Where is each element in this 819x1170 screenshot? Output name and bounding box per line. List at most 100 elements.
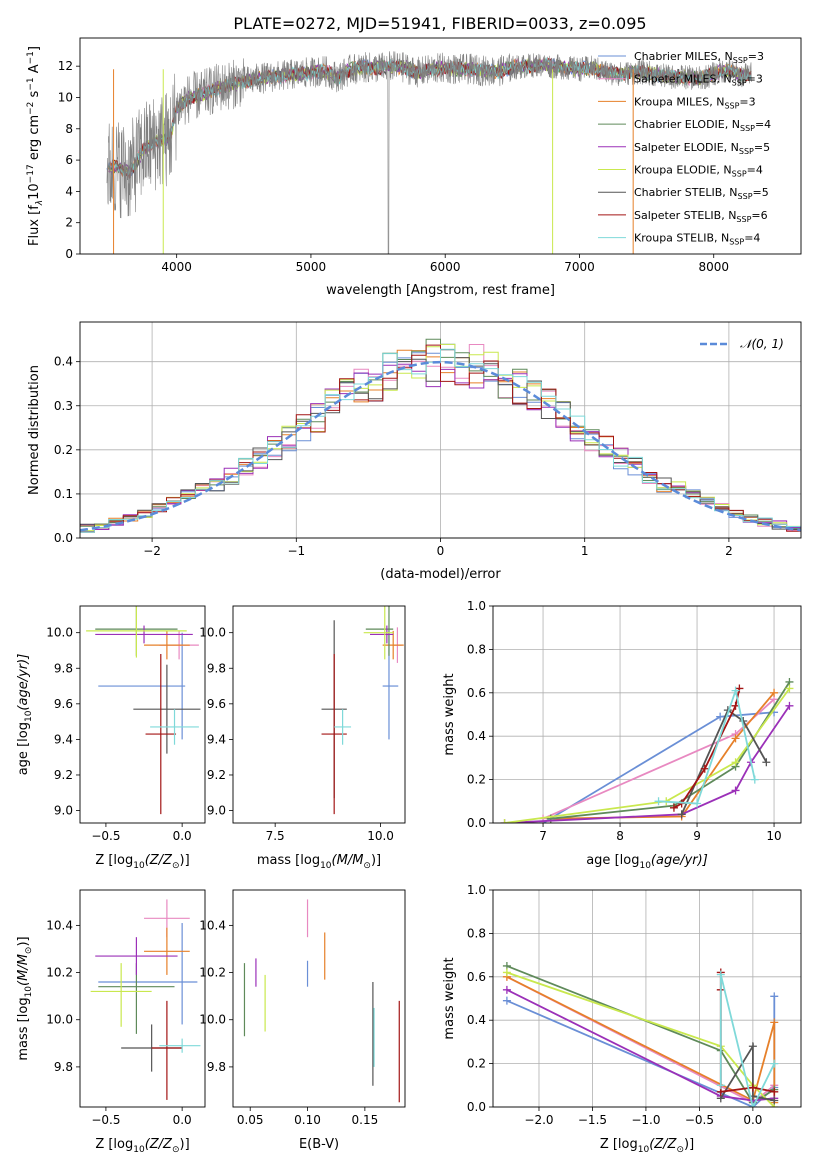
errorbar-point bbox=[370, 625, 394, 644]
x-axis-label-sub: 10 bbox=[133, 861, 145, 871]
x-axis-label-tail: (Z/Z bbox=[649, 1137, 677, 1152]
age-vs-mass-panel: 7.5 10.0 9.0 9.2 9.4 9.6 9.8 10.0 mass [log10(M/… bbox=[199, 605, 406, 871]
errorbar-point bbox=[144, 630, 190, 660]
y-tick-label: 0.2 bbox=[54, 443, 73, 457]
legend-entry: Salpeter MILES, NSSP=3 bbox=[634, 73, 763, 88]
y-tick-label: 9.8 bbox=[207, 1060, 226, 1074]
errorbar-point bbox=[98, 963, 175, 1034]
y-tick-label: 0.0 bbox=[467, 1100, 486, 1114]
weight-point-marker bbox=[716, 712, 725, 721]
x-tick-label: −0.5 bbox=[685, 1113, 714, 1127]
weight-point-marker bbox=[654, 797, 663, 806]
x-tick-label: 7000 bbox=[564, 260, 595, 274]
axes-frame bbox=[79, 605, 206, 824]
y-tick-label: 10.0 bbox=[46, 626, 73, 640]
x-axis-label-tail: (age/yr)] bbox=[651, 853, 708, 868]
y-tick-label: 9.8 bbox=[207, 661, 226, 675]
y-axis-label-part: −1 bbox=[26, 51, 36, 64]
weight-series bbox=[677, 706, 771, 819]
axes-frame bbox=[79, 321, 802, 539]
y-tick-label: 9.2 bbox=[207, 768, 226, 782]
weight-point-marker bbox=[770, 1087, 779, 1096]
legend-entry-sub: SSP bbox=[739, 147, 754, 156]
y-axis-label-part: −17 bbox=[26, 164, 36, 183]
y-tick-label: 0.2 bbox=[467, 1057, 486, 1071]
x-tick-label: 6000 bbox=[430, 260, 461, 274]
weight-point-marker bbox=[731, 734, 740, 743]
axes-frame bbox=[492, 889, 802, 1108]
weight-series-line bbox=[506, 975, 775, 1104]
x-axis-label-end: )] bbox=[180, 853, 190, 868]
y-tick-label: 10.0 bbox=[199, 1013, 226, 1027]
x-tick-label: 4000 bbox=[161, 260, 192, 274]
weight-series-line bbox=[719, 974, 776, 1107]
x-tick-label: 0.10 bbox=[294, 1113, 321, 1127]
legend-entry-sub: SSP bbox=[733, 56, 748, 65]
y-tick-label: 0.3 bbox=[54, 399, 73, 413]
weight-series-line bbox=[506, 988, 775, 1102]
weight-point-marker bbox=[731, 686, 740, 695]
x-tick-label: −2 bbox=[143, 544, 161, 558]
y-tick-label: 10.4 bbox=[199, 918, 226, 932]
y-tick-label: 0.4 bbox=[54, 355, 73, 369]
legend-entry-label: Chabrier MILES, N bbox=[634, 50, 733, 63]
residuals-histogram-panel: −2 −1 0 1 2 0.0 0.1 0.2 0.3 0.4 (data-model)/error… bbox=[27, 321, 802, 582]
legend-entry: Kroupa STELIB, NSSP=4 bbox=[634, 232, 760, 247]
errorbar-point bbox=[98, 632, 186, 740]
errorbar-point bbox=[334, 709, 352, 745]
y-tick-label: 0.8 bbox=[467, 642, 486, 656]
x-axis-label-main: age [log bbox=[586, 853, 639, 868]
weight-point-marker bbox=[731, 786, 740, 795]
y-tick-label: 0.2 bbox=[467, 773, 486, 787]
weight-series-line bbox=[719, 972, 775, 1093]
x-axis-label: age [log10(age/yr)] bbox=[586, 853, 708, 871]
y-tick-label: 0.8 bbox=[467, 926, 486, 940]
y-tick-label: 10.4 bbox=[46, 918, 73, 932]
errorbar-point bbox=[144, 927, 190, 975]
y-axis-label-part: 10 bbox=[27, 183, 42, 200]
weight-series bbox=[502, 961, 779, 1107]
weight-point-marker bbox=[502, 968, 511, 977]
y-axis-label-part: −2 bbox=[26, 102, 36, 115]
mass-vs-ebv-panel: 0.05 0.10 0.15 9.8 10.0 10.2 10.4 E(B-V) bbox=[199, 889, 406, 1152]
y-tick-label: 9.6 bbox=[54, 697, 73, 711]
weight-point-marker bbox=[731, 758, 740, 767]
y-tick-label: 12 bbox=[58, 59, 73, 73]
weight-vs-metallicity-panel: −2.0 −1.5 −1.0 −0.5 0.0 0.0 0.2 0.4 0.6 0.8 1.0 mas… bbox=[442, 883, 802, 1155]
weight-point-marker bbox=[502, 996, 511, 1005]
weight-series bbox=[654, 686, 759, 808]
legend-entry-sub: SSP bbox=[732, 79, 747, 88]
x-tick-label: 2 bbox=[725, 544, 733, 558]
weight-series-line bbox=[506, 975, 776, 1103]
y-tick-label: 10.0 bbox=[199, 626, 226, 640]
x-axis-label-main: Z [log bbox=[95, 853, 133, 868]
legend-entry-label: Chabrier ELODIE, N bbox=[634, 118, 740, 131]
x-tick-label: 0.0 bbox=[173, 1113, 192, 1127]
legend-entry-label: Kroupa ELODIE, N bbox=[634, 164, 732, 177]
y-tick-label: 1.0 bbox=[467, 883, 486, 897]
weight-point-marker bbox=[762, 758, 771, 767]
legend-entry-label: Salpeter STELIB, N bbox=[634, 209, 736, 222]
y-axis-label-tail: (M/M bbox=[16, 954, 31, 986]
weight-point-marker bbox=[502, 985, 511, 994]
y-tick-label: 4 bbox=[65, 184, 73, 198]
legend-entry-sub: SSP bbox=[738, 192, 753, 201]
y-tick-label: 9.8 bbox=[54, 1060, 73, 1074]
spectrum-panel: 4000 5000 6000 7000 8000 0 2 4 6 8 10 12 wavelength … bbox=[26, 37, 802, 298]
legend-entry-label: Kroupa STELIB, N bbox=[634, 232, 729, 245]
observed-spectrum-line bbox=[106, 51, 752, 254]
y-axis-label-part: Flux [f bbox=[27, 205, 42, 246]
y-axis-label-main: mass [log bbox=[16, 997, 31, 1060]
y-tick-label: 10.0 bbox=[46, 1013, 73, 1027]
y-tick-label: 10 bbox=[58, 90, 73, 104]
x-tick-label: 0.0 bbox=[173, 829, 192, 843]
x-tick-label: −0.5 bbox=[91, 1113, 120, 1127]
legend-entry: Kroupa ELODIE, NSSP=4 bbox=[634, 164, 763, 179]
legend-entry: Chabrier MILES, NSSP=3 bbox=[634, 50, 764, 65]
x-axis-label-end: )] bbox=[684, 1137, 694, 1152]
legend-entry-label: Chabrier STELIB, N bbox=[634, 186, 738, 199]
weight-point-marker bbox=[785, 684, 794, 693]
x-axis-label: wavelength [Angstrom, rest frame] bbox=[326, 283, 555, 298]
y-tick-label: 10.2 bbox=[199, 966, 226, 980]
